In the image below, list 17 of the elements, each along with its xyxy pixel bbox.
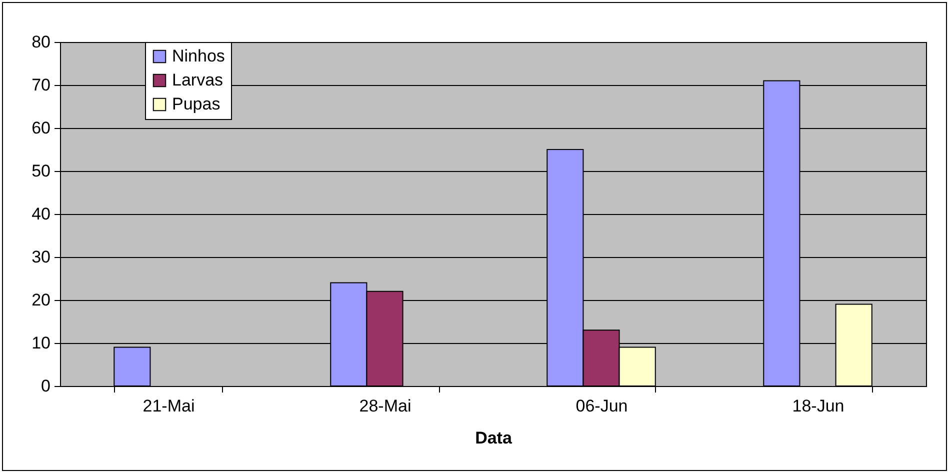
- y-tick-label: 80: [32, 32, 50, 52]
- x-tick-label: 06-Jun: [576, 396, 628, 416]
- y-tick-label: 40: [32, 204, 50, 224]
- y-tick-label: 20: [32, 290, 50, 310]
- y-tick-label: 30: [32, 248, 50, 266]
- y-tick-label: 10: [32, 334, 50, 352]
- y-tick-label: 60: [32, 118, 50, 138]
- y-tick-label: 50: [32, 162, 50, 180]
- x-tick-label: 21-Mai: [142, 396, 195, 416]
- x-axis-title: Data: [475, 428, 512, 448]
- y-tick-label: 0: [41, 376, 50, 396]
- y-tick-label: 70: [32, 76, 50, 94]
- legend-label: Larvas: [172, 70, 224, 90]
- legend-label: Ninhos: [172, 46, 225, 66]
- x-tick-label: 28-Mai: [359, 396, 412, 416]
- x-tick-label: 18-Jun: [792, 396, 844, 416]
- legend-label: Pupas: [172, 94, 220, 114]
